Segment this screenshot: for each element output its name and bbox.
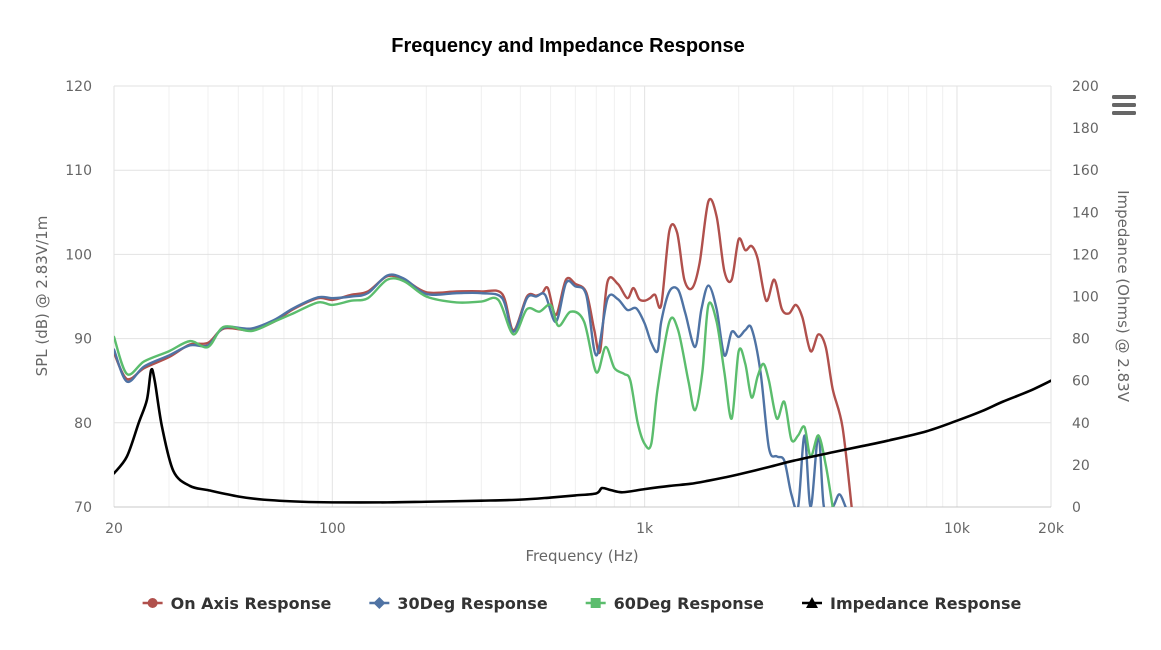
chart-legend: On Axis Response 30Deg Response 60Deg Resp… bbox=[142, 594, 1022, 613]
legend-item-on-axis-response[interactable]: On Axis Response bbox=[142, 594, 332, 613]
y-tick-label: 70 bbox=[74, 500, 92, 516]
x-tick-label: 20 bbox=[105, 521, 123, 537]
y2-tick-label: 160 bbox=[1072, 163, 1099, 179]
y-tick-label: 80 bbox=[74, 416, 92, 432]
y2-tick-label: 180 bbox=[1072, 121, 1099, 137]
legend-item-impedance-response[interactable]: Impedance Response bbox=[802, 594, 1022, 613]
x-tick-label: 20k bbox=[1038, 521, 1065, 537]
y-axis-title: SPL (dB) @ 2.83V/1m bbox=[33, 216, 51, 377]
legend-marker-square-icon bbox=[590, 598, 601, 608]
x-tick-label: 100 bbox=[319, 521, 346, 537]
y2-tick-label: 0 bbox=[1072, 500, 1081, 516]
chart-title: Frequency and Impedance Response bbox=[391, 35, 744, 57]
y2-tick-label: 40 bbox=[1072, 416, 1090, 432]
y2-tick-label: 200 bbox=[1072, 79, 1099, 95]
legend-label: On Axis Response bbox=[171, 594, 332, 613]
y2-tick-label: 80 bbox=[1072, 332, 1090, 348]
legend-marker-diamond-icon bbox=[373, 597, 386, 609]
y2-axis-title: Impedance (Ohms) @ 2.83V bbox=[1114, 190, 1132, 403]
series-line-impedance-response bbox=[114, 367, 1051, 504]
y2-tick-label: 20 bbox=[1072, 458, 1090, 474]
legend-label: Impedance Response bbox=[830, 594, 1022, 613]
series-line-60deg-response bbox=[114, 277, 834, 507]
y2-tick-label: 140 bbox=[1072, 205, 1099, 221]
legend-item-30deg-response[interactable]: 30Deg Response bbox=[369, 594, 548, 613]
y-tick-label: 90 bbox=[74, 332, 92, 348]
x-axis-title: Frequency (Hz) bbox=[525, 547, 638, 565]
chart-menu-button[interactable] bbox=[1110, 93, 1138, 119]
plot-series bbox=[114, 197, 1051, 507]
legend-label: 30Deg Response bbox=[397, 594, 547, 613]
y-tick-label: 100 bbox=[65, 247, 92, 263]
legend-marker-triangle-icon bbox=[806, 597, 819, 608]
legend-item-60deg-response[interactable]: 60Deg Response bbox=[585, 594, 764, 613]
y2-tick-label: 120 bbox=[1072, 247, 1099, 263]
x-tick-label: 1k bbox=[636, 521, 654, 537]
legend-marker-circle-icon bbox=[147, 598, 158, 608]
hamburger-menu-icon bbox=[1112, 95, 1136, 115]
legend-label: 60Deg Response bbox=[614, 594, 764, 613]
series-line-30deg-response bbox=[114, 273, 847, 507]
plot-grid bbox=[113, 85, 1052, 508]
x-tick-label: 10k bbox=[944, 521, 971, 537]
x-axis-ticks: 20 100 1k 10k 20k bbox=[105, 521, 1065, 537]
y-tick-label: 110 bbox=[65, 163, 92, 179]
y2-tick-label: 100 bbox=[1072, 290, 1099, 306]
y2-tick-label: 60 bbox=[1072, 374, 1090, 390]
y2-axis-ticks: 0 20 40 60 80 100 120 140 160 180 200 bbox=[1072, 79, 1099, 516]
series-line-on-axis-response bbox=[114, 197, 853, 507]
y-axis-ticks: 70 80 90 100 110 120 bbox=[65, 79, 92, 516]
y-tick-label: 120 bbox=[65, 79, 92, 95]
